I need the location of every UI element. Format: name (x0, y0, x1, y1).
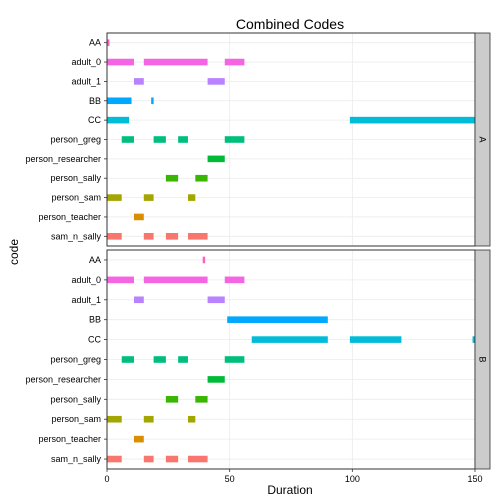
bar-person_sally-A (195, 174, 208, 182)
y-tick-label: person_researcher (25, 154, 101, 164)
bar-adult_1-B (207, 296, 225, 304)
bar-person_sam-A (187, 194, 196, 201)
y-tick-label: person_greg (50, 355, 101, 365)
x-axis-title: Duration (267, 483, 312, 497)
bar-adult_1-A (133, 78, 144, 85)
y-tick-label: BB (89, 315, 101, 325)
y-tick-label: adult_1 (71, 295, 101, 305)
bar-BB-A (107, 97, 132, 105)
bar-person_greg-B (224, 356, 245, 363)
bar-sam_n_sally-B (187, 455, 208, 463)
bar-person_sam-B (187, 415, 196, 423)
bar-adult_0-B (107, 276, 134, 284)
y-tick-label: person_sally (50, 394, 101, 404)
y-axis-title: code (7, 239, 21, 265)
bar-person_teacher-A (133, 213, 144, 221)
bar-adult_0-B (224, 276, 245, 284)
bar-adult_1-A (207, 78, 225, 85)
bar-sam_n_sally-B (165, 455, 179, 463)
facet-strip (474, 32, 491, 247)
bar-BB-B (227, 316, 328, 323)
bar-sam_n_sally-B (143, 455, 154, 463)
y-tick-label: person_teacher (38, 212, 101, 222)
bar-adult_0-A (107, 58, 134, 66)
bar-person_sam-B (143, 415, 154, 423)
bar-adult_0-B (143, 276, 208, 284)
y-tick-label: person_sally (50, 173, 101, 183)
bar-CC-B (349, 336, 402, 343)
bar-sam_n_sally-B (107, 455, 122, 463)
facet-label: A (478, 136, 488, 142)
y-tick-label: person_researcher (25, 374, 101, 384)
x-tick-label: 100 (345, 474, 360, 484)
bar-person_sam-B (107, 415, 122, 423)
y-tick-label: person_sam (51, 414, 101, 424)
bar-AA-A (107, 39, 110, 46)
bar-CC-A (349, 116, 475, 124)
x-tick-label: 50 (225, 474, 235, 484)
bar-person_researcher-B (207, 376, 225, 383)
bar-person_sally-B (165, 396, 179, 403)
bar-person_sam-A (107, 194, 122, 201)
plot-area: AA adult_0 adult_1 BB CC person_greg person_re… (25, 32, 491, 484)
bar-adult_0-A (143, 58, 208, 66)
bar-person_greg-B (178, 356, 188, 363)
bar-adult_1-B (133, 296, 144, 304)
y-tick-label: AA (89, 38, 101, 48)
bar-person_greg-A (121, 136, 134, 143)
bar-adult_0-A (224, 58, 245, 66)
bar-BB-A (151, 97, 154, 105)
bar-person_greg-A (224, 136, 245, 143)
bar-sam_n_sally-A (165, 233, 179, 240)
y-tick-label: CC (88, 335, 101, 345)
y-tick-label: person_sam (51, 193, 101, 203)
bar-sam_n_sally-A (143, 233, 154, 240)
y-tick-label: person_greg (50, 135, 101, 145)
bar-person_greg-B (121, 356, 134, 363)
bar-person_sally-A (165, 174, 179, 182)
bar-person_teacher-B (133, 435, 144, 443)
bar-person_greg-A (153, 136, 166, 143)
bar-person_sally-B (195, 396, 208, 403)
y-tick-label: AA (89, 255, 101, 265)
y-tick-label: adult_0 (71, 275, 101, 285)
x-tick-label: 0 (104, 474, 109, 484)
bar-person_greg-A (178, 136, 188, 143)
y-tick-label: sam_n_sally (51, 231, 102, 241)
bar-person_sam-A (143, 194, 154, 201)
bar-CC-B (251, 336, 328, 343)
y-tick-label: CC (88, 115, 101, 125)
bar-person_researcher-A (207, 155, 225, 163)
x-tick-label: 150 (467, 474, 482, 484)
y-tick-label: adult_1 (71, 76, 101, 86)
bar-AA-B (202, 256, 206, 264)
bar-CC-A (107, 116, 130, 124)
y-tick-label: person_teacher (38, 434, 101, 444)
y-tick-label: adult_0 (71, 57, 101, 67)
y-tick-label: BB (89, 96, 101, 106)
facet-strip (474, 249, 491, 470)
chart-title: Combined Codes (236, 16, 344, 32)
facet-label: B (478, 356, 488, 362)
bar-person_greg-B (153, 356, 166, 363)
bar-sam_n_sally-A (187, 233, 208, 240)
y-tick-label: sam_n_sally (51, 454, 102, 464)
bar-sam_n_sally-A (107, 233, 122, 240)
bar-CC-B (472, 336, 475, 343)
